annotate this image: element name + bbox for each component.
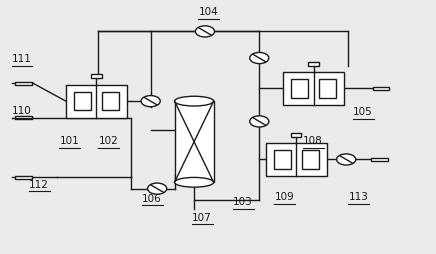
Text: 103: 103 <box>233 197 253 207</box>
Bar <box>174 102 214 183</box>
Bar <box>66 85 127 118</box>
Ellipse shape <box>174 97 214 107</box>
Text: 109: 109 <box>275 192 294 201</box>
Bar <box>283 73 344 105</box>
Bar <box>91 75 102 79</box>
Bar <box>302 151 319 169</box>
Circle shape <box>250 116 269 128</box>
Text: 102: 102 <box>99 136 118 146</box>
Bar <box>74 93 91 111</box>
Bar <box>371 158 388 161</box>
Bar <box>308 62 319 66</box>
Circle shape <box>148 183 167 195</box>
Text: 101: 101 <box>59 136 79 146</box>
Circle shape <box>195 27 215 38</box>
Text: 108: 108 <box>303 136 323 146</box>
Bar <box>15 117 31 120</box>
Ellipse shape <box>174 178 214 187</box>
Bar <box>319 80 336 98</box>
Text: 111: 111 <box>12 54 31 64</box>
Bar <box>373 88 389 91</box>
Circle shape <box>141 96 160 107</box>
Text: 107: 107 <box>192 212 211 222</box>
Text: 113: 113 <box>348 192 368 201</box>
Bar <box>15 176 31 179</box>
Bar <box>291 133 301 137</box>
Circle shape <box>250 53 269 64</box>
Circle shape <box>337 154 356 165</box>
Bar <box>291 80 308 98</box>
Text: 105: 105 <box>353 107 372 117</box>
Bar <box>266 144 327 176</box>
Text: 110: 110 <box>12 106 31 116</box>
Bar <box>274 151 291 169</box>
Bar <box>15 83 31 86</box>
Text: 104: 104 <box>198 7 218 17</box>
Text: 112: 112 <box>29 179 49 189</box>
Bar <box>102 93 119 111</box>
Text: 106: 106 <box>142 193 162 203</box>
